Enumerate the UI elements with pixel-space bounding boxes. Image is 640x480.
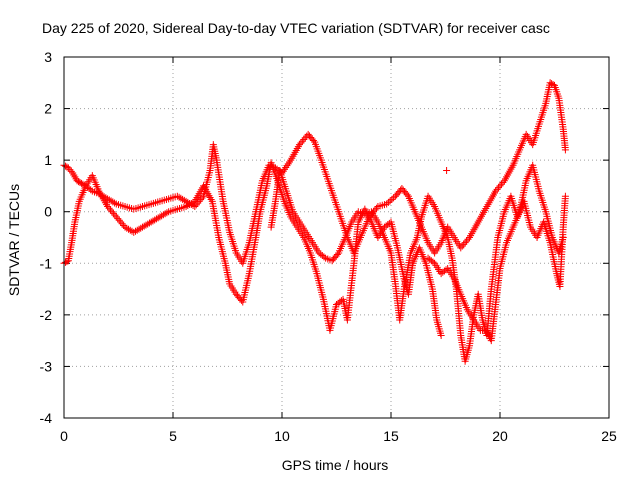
data-point xyxy=(73,177,81,185)
data-point xyxy=(309,137,317,145)
data-point xyxy=(383,200,391,208)
data-point xyxy=(496,182,504,190)
plot-area xyxy=(60,79,569,365)
y-tick-label: 3 xyxy=(44,49,52,65)
data-point xyxy=(384,198,392,206)
data-point xyxy=(77,179,85,187)
y-tick-label: 2 xyxy=(44,101,52,117)
y-tick-label: -4 xyxy=(40,410,53,426)
data-point xyxy=(559,234,567,241)
data-point xyxy=(64,164,72,172)
data-point xyxy=(437,331,445,339)
y-axis-label: SDTVAR / TECUs xyxy=(6,184,22,296)
data-point xyxy=(87,186,95,194)
data-point xyxy=(386,197,394,205)
data-point xyxy=(75,178,83,186)
plot-frame xyxy=(63,56,610,419)
data-point xyxy=(300,136,308,144)
data-point xyxy=(108,208,116,216)
data-point xyxy=(320,253,328,261)
data-point xyxy=(371,206,379,214)
data-point xyxy=(561,146,569,154)
y-tick-label: 1 xyxy=(44,152,52,168)
data-point xyxy=(111,199,119,207)
data-point xyxy=(295,141,303,149)
y-tick-label: -1 xyxy=(40,255,53,271)
data-point xyxy=(297,139,305,147)
data-point xyxy=(457,244,465,252)
data-point xyxy=(117,218,125,226)
x-tick-label: 15 xyxy=(383,428,399,444)
data-point xyxy=(458,242,466,250)
data-point xyxy=(194,199,202,207)
x-tick-label: 0 xyxy=(60,428,68,444)
data-point xyxy=(463,237,471,245)
data-point xyxy=(109,209,117,217)
y-tick-label: -3 xyxy=(40,358,53,374)
data-point xyxy=(497,180,505,188)
data-point xyxy=(495,184,503,192)
y-tick-label: 0 xyxy=(44,204,52,220)
data-point xyxy=(107,206,115,214)
data-point xyxy=(189,198,197,206)
data-point xyxy=(461,239,469,247)
x-tick-label: 5 xyxy=(169,428,177,444)
data-point xyxy=(111,211,119,219)
x-tick-label: 20 xyxy=(492,428,508,444)
data-point xyxy=(115,216,123,224)
data-point xyxy=(61,258,69,266)
data-point xyxy=(403,191,411,199)
data-point xyxy=(390,194,398,202)
data-point xyxy=(66,166,74,174)
chart-title: Day 225 of 2020, Sidereal Day-to-day VTE… xyxy=(42,20,550,36)
data-point xyxy=(460,240,468,248)
data-point xyxy=(464,235,472,243)
data-point xyxy=(105,204,113,212)
data-point xyxy=(499,178,507,186)
data-point xyxy=(388,195,396,203)
data-point xyxy=(118,220,126,228)
data-point xyxy=(372,204,380,212)
data-point xyxy=(104,203,112,211)
grid xyxy=(64,57,609,418)
data-point xyxy=(561,192,569,200)
data-point xyxy=(298,137,306,145)
data-point xyxy=(492,187,500,195)
y-tick-label: -2 xyxy=(40,307,53,323)
data-point xyxy=(61,162,69,170)
data-point xyxy=(163,209,171,217)
data-point xyxy=(333,251,341,259)
data-point xyxy=(112,213,120,221)
data-point xyxy=(442,266,450,274)
x-tick-label: 10 xyxy=(274,428,290,444)
data-point xyxy=(546,79,554,87)
data-point xyxy=(114,215,122,223)
data-point xyxy=(548,80,556,88)
x-axis-label: GPS time / hours xyxy=(282,457,389,473)
data-point xyxy=(493,185,501,193)
data-point xyxy=(67,167,75,175)
data-point xyxy=(443,166,451,174)
data-point xyxy=(429,258,437,266)
x-tick-label: 25 xyxy=(601,428,617,444)
data-point xyxy=(76,178,84,186)
